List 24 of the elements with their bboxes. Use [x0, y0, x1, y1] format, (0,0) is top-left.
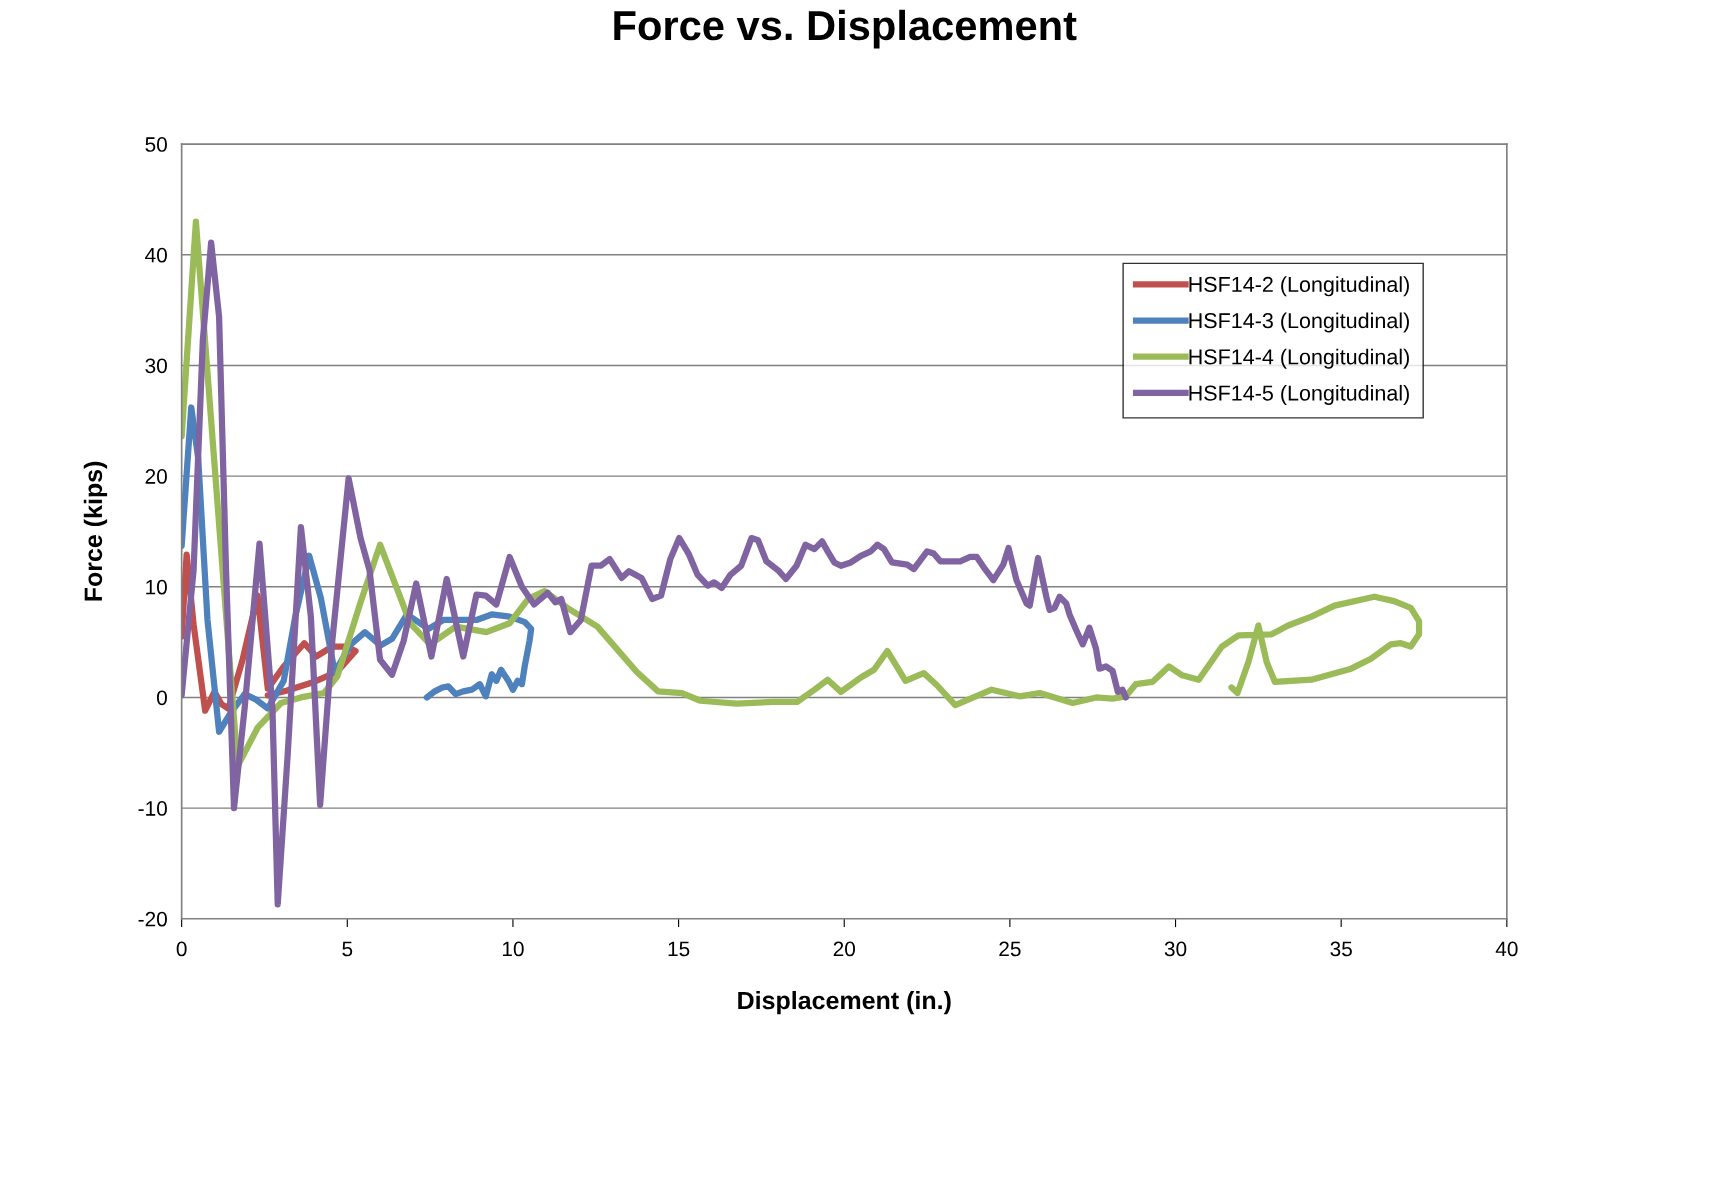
x-tick-label: 30	[1164, 941, 1187, 957]
x-tick-label: 40	[1495, 941, 1518, 957]
y-tick-label: -10	[138, 801, 167, 816]
y-tick-label: 30	[145, 358, 167, 374]
x-tick-label: 20	[833, 941, 856, 957]
y-tick-label: 40	[145, 247, 167, 263]
y-tick-label: 50	[145, 137, 167, 152]
legend-label: HSF14-3 (Longitudinal)	[1189, 312, 1409, 333]
y-tick-label: 10	[146, 579, 167, 595]
x-tick-label: 25	[999, 941, 1021, 957]
y-axis-title: Force (kips)	[83, 461, 108, 601]
x-tick-label: 0	[176, 941, 187, 957]
y-tick-label: 0	[156, 690, 167, 706]
y-tick-label: -20	[138, 911, 167, 927]
chart-title: Force vs. Displacement	[614, 9, 1077, 49]
x-tick-label: 35	[1330, 941, 1352, 957]
legend-label: HSF14-4 (Longitudinal)	[1189, 348, 1409, 369]
y-tick-label: 20	[145, 469, 167, 484]
x-tick-label: 15	[668, 941, 690, 957]
legend-label: HSF14-2 (Longitudinal)	[1189, 276, 1409, 297]
x-tick-label: 10	[502, 941, 524, 957]
x-tick-label: 5	[342, 941, 353, 957]
x-axis-title: Displacement (in.)	[738, 990, 951, 1015]
legend-label: HSF14-5 (Longitudinal)	[1189, 384, 1409, 405]
